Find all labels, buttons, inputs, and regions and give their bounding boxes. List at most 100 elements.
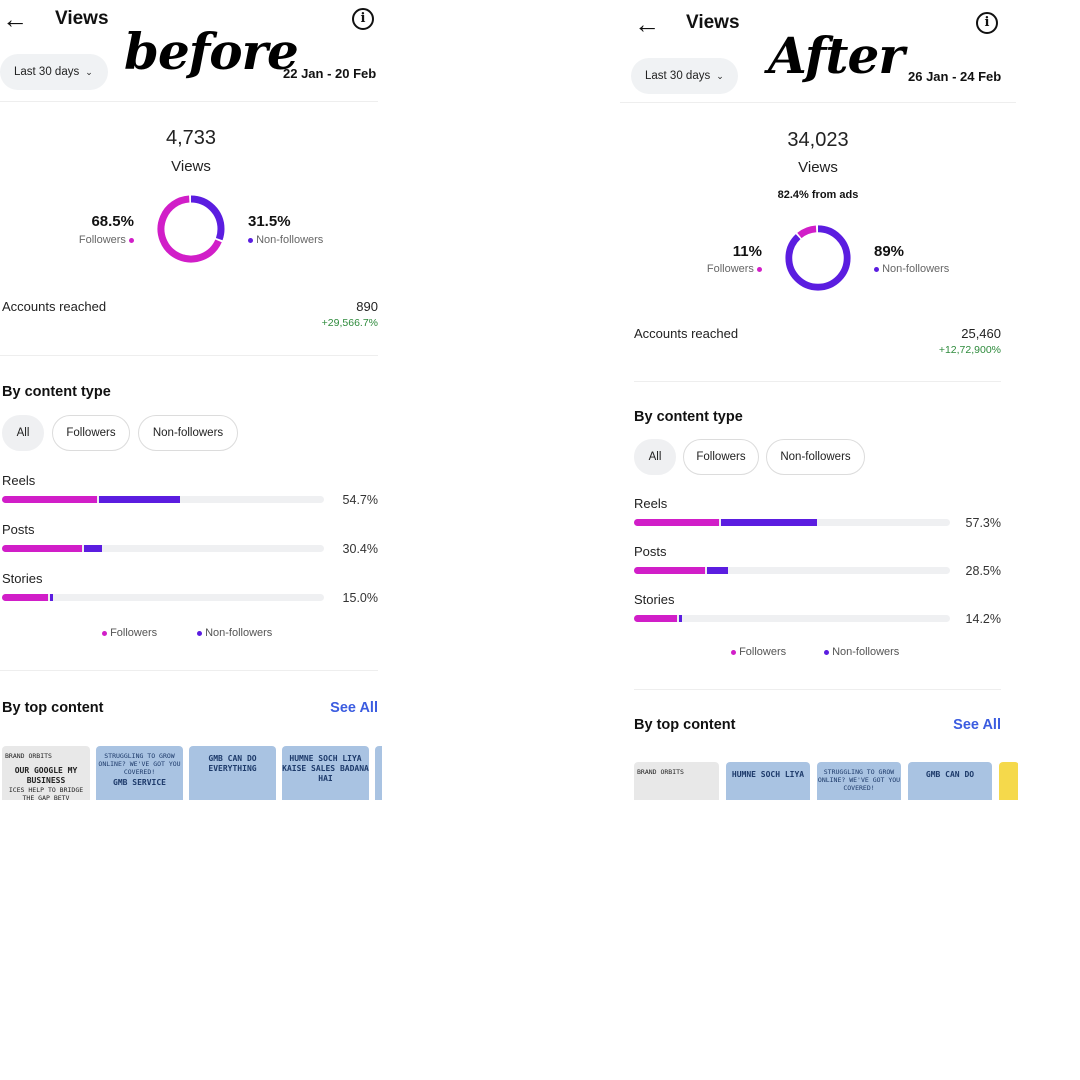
filter-chip-all[interactable]: All xyxy=(2,415,44,451)
top-content-thumbnail[interactable] xyxy=(375,746,382,800)
filter-chip-followers[interactable]: Followers xyxy=(52,415,130,451)
bar-segment-followers xyxy=(634,519,719,526)
see-all-link[interactable]: See All xyxy=(330,700,378,716)
filter-chip-followers[interactable]: Followers xyxy=(683,439,759,475)
before-panel: ← Views i Last 30 days ⌄ before 22 Jan -… xyxy=(0,0,382,800)
top-content-title: By top content xyxy=(2,700,104,716)
divider xyxy=(0,670,378,671)
legend-nonfollowers: Non-followers xyxy=(197,627,272,639)
accounts-reached-value: 890 xyxy=(356,299,378,314)
thumbnail-main-text: HUMNE SOCH LIYA xyxy=(731,770,805,779)
followers-dot-icon xyxy=(757,266,762,272)
nonfollowers-legend-label: Non-followers xyxy=(256,234,324,246)
content-type-title: By content type xyxy=(2,384,111,400)
top-content-thumbnail[interactable]: BRAND ORBITS OUR GOOGLE MY BUSINESS ICES… xyxy=(2,746,90,800)
bar-segment-nonfollowers xyxy=(84,545,102,552)
date-range-text: 26 Jan - 24 Feb xyxy=(908,69,1002,84)
nonfollowers-percentage: 31.5% xyxy=(248,213,291,230)
nonfollowers-legend-label: Non-followers xyxy=(882,263,950,275)
bar-segment-followers xyxy=(2,594,48,601)
content-bar-stories xyxy=(634,615,950,622)
content-bar-stories xyxy=(2,594,324,601)
donut-segment-nonfollowers xyxy=(157,195,225,263)
content-row-pct-posts: 28.5% xyxy=(965,564,1001,578)
handwritten-annotation: before xyxy=(124,22,299,81)
see-all-link[interactable]: See All xyxy=(953,717,1001,733)
donut-segment-followers xyxy=(785,225,851,291)
filter-chip-nonfollowers[interactable]: Non-followers xyxy=(138,415,238,451)
top-content-title: By top content xyxy=(634,717,736,733)
content-row-label-posts: Posts xyxy=(2,522,35,537)
nonfollowers-legend: Non-followers xyxy=(874,263,949,275)
info-icon[interactable]: i xyxy=(976,12,998,34)
followers-dot-icon xyxy=(102,630,107,636)
legend-followers-label: Followers xyxy=(110,627,158,639)
content-row-pct-reels: 54.7% xyxy=(342,493,378,507)
date-range-text: 22 Jan - 20 Feb xyxy=(283,66,377,81)
thumbnail-bottom-text: ICES HELP TO BRIDGE THE GAP BETV xyxy=(8,786,84,800)
views-total: 34,023 xyxy=(787,129,849,151)
nonfollowers-percentage: 89% xyxy=(874,243,905,260)
top-content-thumbnail[interactable] xyxy=(999,762,1018,800)
date-range-dropdown[interactable]: Last 30 days ⌄ xyxy=(0,54,108,90)
divider xyxy=(0,101,378,102)
content-row-pct-stories: 15.0% xyxy=(342,591,378,605)
divider xyxy=(634,381,1001,382)
donut-segment-followers xyxy=(157,195,225,263)
divider xyxy=(634,689,1001,690)
filter-chip-nonfollowers[interactable]: Non-followers xyxy=(766,439,865,475)
content-row-label-reels: Reels xyxy=(634,496,668,511)
bar-segment-nonfollowers xyxy=(99,496,180,503)
accounts-reached-value: 25,460 xyxy=(961,326,1001,341)
handwritten-annotation: After xyxy=(768,26,905,85)
views-label: Views xyxy=(798,159,838,176)
donut-segment-nonfollowers xyxy=(785,225,851,291)
thumbnail-main-text: GMB SERVICE xyxy=(113,778,166,787)
top-content-thumbnail[interactable]: GMB CAN DO EVERYTHING xyxy=(189,746,276,800)
filter-chip-all[interactable]: All xyxy=(634,439,676,475)
followers-dot-icon xyxy=(129,237,134,243)
page-title: Views xyxy=(55,8,109,29)
content-bar-reels xyxy=(2,496,324,503)
legend-nonfollowers-label: Non-followers xyxy=(832,646,900,658)
top-content-thumbnail[interactable]: STRUGGLING TO GROW ONLINE? WE'VE GOT YOU… xyxy=(817,762,901,800)
bar-segment-nonfollowers xyxy=(721,519,817,526)
thumbnail-top-text: BRAND ORBITS xyxy=(5,752,52,760)
nonfollowers-legend: Non-followers xyxy=(248,234,323,246)
bar-segment-nonfollowers xyxy=(50,594,53,601)
top-content-thumbnail[interactable]: STRUGGLING TO GROW ONLINE? WE'VE GOT YOU… xyxy=(96,746,183,800)
content-bar-reels xyxy=(634,519,950,526)
accounts-reached-label: Accounts reached xyxy=(2,299,107,314)
nonfollowers-dot-icon xyxy=(824,649,829,655)
top-content-thumbnail[interactable]: HUMNE SOCH LIYA KAISE SALES BADANA HAI xyxy=(282,746,369,800)
bar-segment-followers xyxy=(634,615,677,622)
chevron-down-icon: ⌄ xyxy=(85,66,93,77)
bar-segment-followers xyxy=(634,567,705,574)
thumbnail-top-text: STRUGGLING TO GROW ONLINE? WE'VE GOT YOU… xyxy=(98,752,181,776)
top-content-thumbnail[interactable]: BRAND ORBITS xyxy=(634,762,719,800)
legend-nonfollowers-label: Non-followers xyxy=(205,627,273,639)
followers-dot-icon xyxy=(731,649,736,655)
content-bar-posts xyxy=(2,545,324,552)
content-row-label-stories: Stories xyxy=(2,571,43,586)
content-row-pct-reels: 57.3% xyxy=(965,516,1001,530)
content-type-title: By content type xyxy=(634,409,743,425)
content-row-label-reels: Reels xyxy=(2,473,36,488)
accounts-reached-change: +29,566.7% xyxy=(321,317,378,329)
back-arrow-icon[interactable]: ← xyxy=(2,4,28,34)
thumbnail-top-text: STRUGGLING TO GROW ONLINE? WE'VE GOT YOU… xyxy=(817,768,901,792)
bar-segment-nonfollowers xyxy=(679,615,682,622)
info-icon[interactable]: i xyxy=(352,8,374,30)
date-range-dropdown-label: Last 30 days xyxy=(645,70,711,82)
thumbnail-main-text: HUMNE SOCH LIYA KAISE SALES BADANA HAI xyxy=(282,754,369,783)
audience-donut-chart xyxy=(157,195,225,263)
top-content-thumbnail[interactable]: GMB CAN DO xyxy=(908,762,992,800)
date-range-dropdown[interactable]: Last 30 days ⌄ xyxy=(631,58,738,94)
legend-followers-label: Followers xyxy=(739,646,787,658)
back-arrow-icon[interactable]: ← xyxy=(634,9,660,39)
nonfollowers-dot-icon xyxy=(197,630,202,636)
thumbnail-main-text: GMB CAN DO EVERYTHING xyxy=(208,754,257,773)
thumbnail-top-text: BRAND ORBITS xyxy=(637,768,684,776)
thumbnail-main-text: OUR GOOGLE MY BUSINESS xyxy=(14,766,78,785)
top-content-thumbnail[interactable]: HUMNE SOCH LIYA xyxy=(726,762,810,800)
